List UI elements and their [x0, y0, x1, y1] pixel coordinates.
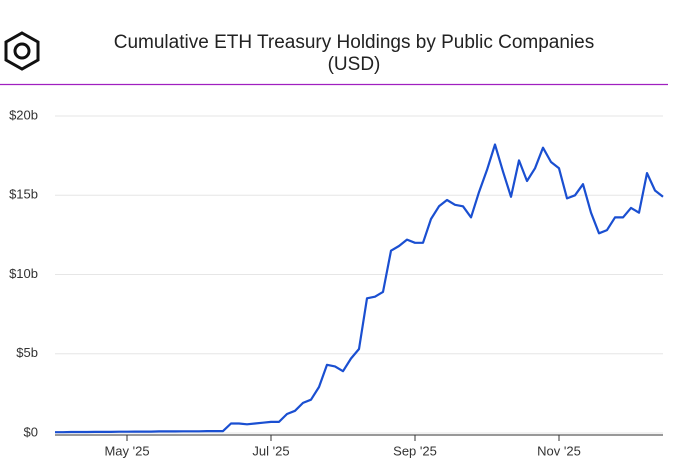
chart-subtitle: (USD): [328, 54, 381, 75]
y-tick-label: $10b: [9, 266, 38, 281]
logo: [4, 31, 40, 71]
y-tick-label: $20b: [9, 107, 38, 122]
data-line: [55, 143, 664, 434]
x-tick-label: Jul '25: [252, 443, 289, 458]
x-tick-label: Nov '25: [537, 443, 581, 458]
x-tick-label: Sep '25: [393, 443, 437, 458]
x-tick-label: May '25: [104, 443, 149, 458]
y-tick-label: $0: [24, 424, 38, 439]
y-tick-label: $15b: [9, 187, 38, 202]
y-tick-label: $5b: [16, 345, 38, 360]
chart-title: Cumulative ETH Treasury Holdings by Publ…: [114, 32, 594, 53]
